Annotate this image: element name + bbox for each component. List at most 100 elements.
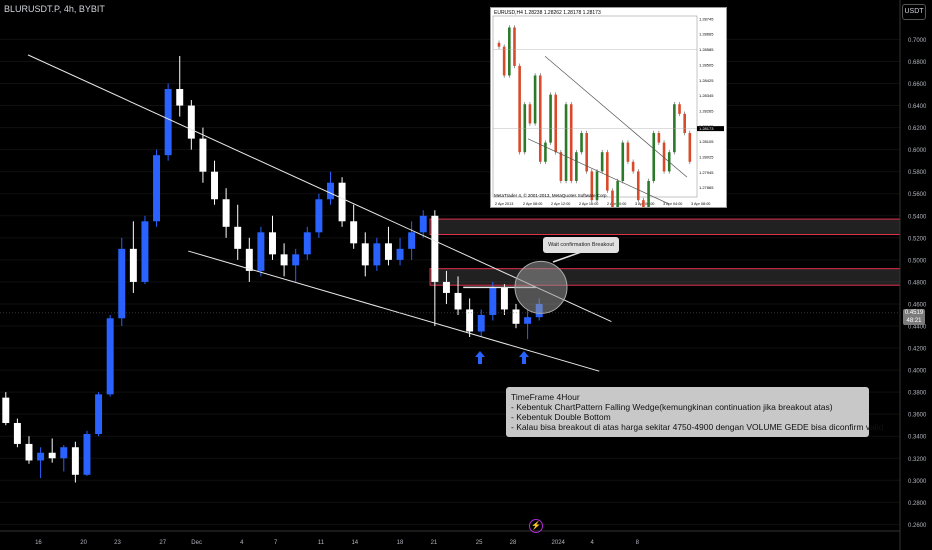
supply-zones xyxy=(429,218,901,286)
reference-time-tick: 3 Apr 04:00 xyxy=(663,202,682,206)
reference-candle-body xyxy=(611,190,614,207)
price-tick-label: 0.3200 xyxy=(908,457,927,463)
tradingview-logo-icon[interactable]: ⚡ xyxy=(529,519,543,533)
reference-price-tick: 1.28745 xyxy=(699,16,714,21)
reference-candle-body xyxy=(647,180,650,207)
price-axis[interactable]: 0.7000 0.6800 0.6600 0.6400 0.6200 0.6000 0.58… xyxy=(899,0,927,550)
candle-body xyxy=(408,232,416,249)
candle-body xyxy=(71,447,79,475)
price-tick-label: 0.4200 xyxy=(908,347,927,353)
candle-body xyxy=(106,318,114,395)
time-tick-label: 7 xyxy=(274,540,278,546)
last-price-tag: 0.4519 48:21 xyxy=(903,309,925,325)
reference-candle-body xyxy=(513,27,516,66)
reference-lower-trend xyxy=(527,138,670,205)
candle-body xyxy=(60,447,68,459)
time-tick-label: 23 xyxy=(114,540,121,546)
reference-time-tick: 2 Apr 12:00 xyxy=(551,202,570,206)
breakout-highlight-circle xyxy=(514,260,568,314)
candle-body xyxy=(257,232,265,271)
price-tick-label: 0.5200 xyxy=(908,236,927,242)
breakout-callout: Wait confirmation Breakout xyxy=(543,237,619,253)
reference-price-tick: 1.28345 xyxy=(699,93,714,98)
reference-price-tick: 1.28105 xyxy=(699,139,714,144)
candle-body xyxy=(234,226,242,249)
candle-body xyxy=(83,434,91,475)
candle-body xyxy=(396,248,404,260)
symbol-label[interactable]: BLURUSDT.P, 4h, BYBIT xyxy=(4,4,105,14)
reference-candle-body xyxy=(636,171,640,201)
reference-chart-copyright: MetaTrader 4, © 2001-2013, MetaQuotes So… xyxy=(494,193,608,198)
reference-chart: 1.28745 1.28665 1.28585 1.28505 1.28425 1.283… xyxy=(492,15,724,207)
reference-candle-body xyxy=(642,200,645,207)
candle-body xyxy=(13,422,21,444)
chart-annotations xyxy=(0,249,900,364)
reference-candle-body xyxy=(580,133,583,153)
reference-price-tick: 1.27945 xyxy=(699,170,714,175)
price-tick-label: 0.5400 xyxy=(908,214,927,220)
price-tick-label: 0.3800 xyxy=(908,391,927,397)
reference-candle-body xyxy=(559,152,563,181)
reference-candle-body xyxy=(683,113,686,134)
reference-price-tick: 1.28425 xyxy=(699,78,714,83)
candle-body xyxy=(118,248,126,319)
candle-body xyxy=(466,309,474,332)
candle-body xyxy=(500,287,508,310)
candle-body xyxy=(303,232,311,255)
candle-body xyxy=(280,254,288,266)
trend-line-upper xyxy=(27,54,612,323)
candle-body xyxy=(361,243,369,266)
price-tick-label: 0.5600 xyxy=(908,192,927,198)
candle-body xyxy=(292,254,300,266)
reference-candle-body xyxy=(523,104,527,153)
price-tick-label: 0.2600 xyxy=(908,523,927,529)
candle-body xyxy=(454,292,462,310)
reference-candle-body xyxy=(678,104,681,114)
reference-candle-body xyxy=(657,133,661,143)
price-tick-label: 0.4400 xyxy=(908,324,927,330)
reference-candle-body xyxy=(621,142,625,181)
price-tick-label: 0.3600 xyxy=(908,413,927,419)
candle-body xyxy=(327,182,334,200)
price-tick-label: 0.4000 xyxy=(908,369,927,375)
price-tick-label: 0.5800 xyxy=(908,170,927,176)
candle-body xyxy=(315,199,323,233)
reference-candle-body xyxy=(533,75,537,124)
chart-grid xyxy=(0,38,900,525)
candle-body xyxy=(350,221,358,244)
last-price: 0.4519 xyxy=(904,310,924,316)
candle-body xyxy=(477,314,485,332)
reference-price-tick: 1.28025 xyxy=(699,155,714,160)
time-tick-label: 16 xyxy=(35,540,42,546)
reference-candle-body xyxy=(554,94,558,153)
candle-body xyxy=(187,105,195,139)
reference-candle-body xyxy=(606,152,609,191)
reference-price-tick: 1.28585 xyxy=(699,47,714,52)
candle-body xyxy=(129,248,137,282)
candles xyxy=(2,55,543,483)
candle-body xyxy=(176,89,184,106)
reference-candle-body xyxy=(575,152,578,181)
reference-candle-body xyxy=(662,142,666,172)
candle-body xyxy=(95,394,103,435)
candle-body xyxy=(25,443,33,461)
currency-button[interactable]: USDT xyxy=(902,4,926,20)
time-tick-label: 8 xyxy=(636,540,640,546)
time-tick-label: 27 xyxy=(159,540,166,546)
candle-body xyxy=(431,215,439,282)
candle-body xyxy=(373,243,381,266)
candle-body xyxy=(37,452,45,461)
reference-last-price-box xyxy=(697,126,724,132)
time-tick-label: 2024 xyxy=(552,540,566,546)
double-bottom-arrow-icon xyxy=(475,351,485,364)
time-axis[interactable]: 16 20 23 27 Dec 4 7 11 14 18 21 25 28 2024 4 8 xyxy=(0,530,900,546)
candle-body xyxy=(512,309,520,324)
time-tick-label: 28 xyxy=(510,540,517,546)
reference-candle-body xyxy=(538,75,542,162)
reference-candle-body xyxy=(616,180,619,207)
reference-last-price: 1.28173 xyxy=(699,126,714,131)
candle-body xyxy=(222,199,230,227)
reference-candle-body xyxy=(585,133,588,172)
reference-candle-body xyxy=(544,142,547,162)
